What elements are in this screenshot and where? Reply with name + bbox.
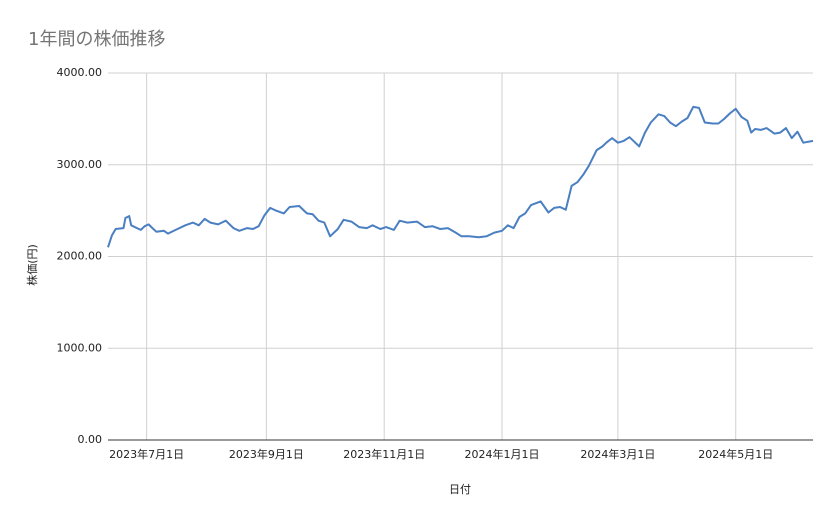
chart-title: 1年間の株価推移 <box>28 29 165 50</box>
y-tick-label: 3000.00 <box>57 158 103 171</box>
y-tick-label: 1000.00 <box>57 341 103 354</box>
y-axis-title: 株価(円) <box>25 244 39 286</box>
y-tick-label: 4000.00 <box>57 66 103 79</box>
x-tick-label: 2024年1月1日 <box>465 447 540 461</box>
y-tick-label: 2000.00 <box>57 250 103 263</box>
data-line <box>107 105 814 248</box>
x-tick-label: 2024年5月1日 <box>698 447 773 461</box>
x-tick-label: 2024年3月1日 <box>580 447 655 461</box>
y-tick-label: 0.00 <box>78 433 103 446</box>
x-tick-label: 2023年9月1日 <box>229 447 304 461</box>
x-axis-title: 日付 <box>449 483 471 496</box>
x-tick-label: 2023年11月1日 <box>343 447 425 461</box>
x-tick-label: 2023年7月1日 <box>109 447 184 461</box>
